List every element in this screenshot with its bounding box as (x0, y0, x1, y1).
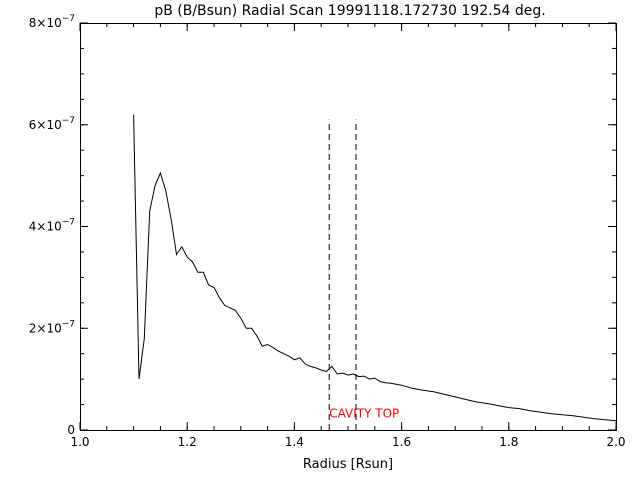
y-tick-exponent: −7 (62, 14, 75, 24)
y-tick-label: 8×10−7 (29, 14, 75, 30)
y-tick-exponent: −7 (62, 218, 75, 228)
cavity-top-annotation: CAVITY TOP (329, 406, 399, 420)
x-axis: 1.0 1.2 1.4 1.6 1.8 2.0 (70, 23, 626, 449)
y-tick-exponent: −7 (62, 116, 75, 126)
y-tick-base: 4×10 (29, 220, 62, 234)
x-tick-label: 1.4 (285, 435, 304, 449)
y-tick-base: 0 (67, 423, 75, 437)
y-tick-label: 4×10−7 (29, 218, 75, 234)
y-axis: 02×10−74×10−76×10−78×10−7 (29, 14, 616, 437)
pb-series-line (133, 114, 617, 422)
y-tick-label: 0 (67, 423, 75, 437)
x-tick-label: 1.2 (178, 435, 197, 449)
cavity-markers (328, 119, 357, 430)
x-tick-label: 1.8 (499, 435, 518, 449)
x-tick-label: 1.0 (70, 435, 89, 449)
y-tick-exponent: −7 (62, 319, 75, 329)
y-tick-base: 8×10 (29, 16, 62, 30)
y-tick-base: 6×10 (29, 118, 62, 132)
y-tick-label: 6×10−7 (29, 116, 75, 132)
y-tick-label: 2×10−7 (29, 319, 75, 335)
y-tick-base: 2×10 (29, 321, 62, 335)
chart-title: pB (B/Bsun) Radial Scan 19991118.172730 … (154, 3, 545, 19)
x-axis-label: Radius [Rsun] (303, 457, 393, 472)
x-tick-label: 1.6 (392, 435, 411, 449)
x-tick-label: 2.0 (606, 435, 625, 449)
